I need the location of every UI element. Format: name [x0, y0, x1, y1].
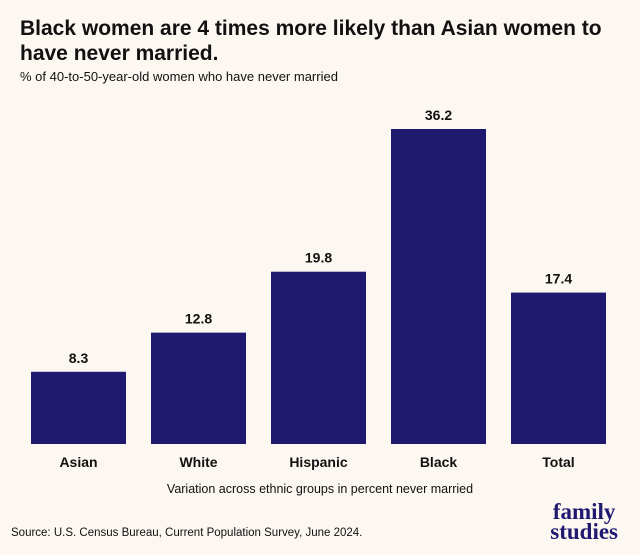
source-note: Source: U.S. Census Bureau, Current Popu… — [11, 527, 363, 539]
bar-hispanic — [271, 271, 366, 444]
logo-line-2: studies — [550, 519, 618, 544]
family-studies-logo: family studies — [550, 499, 618, 544]
bar-asian — [31, 371, 126, 444]
data-label-white: 12.8 — [185, 311, 212, 327]
data-label-black: 36.2 — [425, 107, 452, 123]
chart-title: Black women are 4 times more likely than… — [20, 17, 602, 65]
data-label-asian: 8.3 — [69, 350, 89, 366]
logo-line-1: family — [552, 499, 616, 524]
x-tick-white: White — [179, 454, 217, 470]
bar-total — [511, 292, 606, 444]
x-axis-label: Variation across ethnic groups in percen… — [167, 482, 473, 496]
bar-white — [151, 332, 246, 444]
chart-subtitle: % of 40-to-50-year-old women who have ne… — [20, 69, 338, 84]
data-label-total: 17.4 — [545, 271, 572, 287]
x-tick-hispanic: Hispanic — [289, 454, 348, 470]
bar-black — [391, 129, 486, 444]
data-label-hispanic: 19.8 — [305, 250, 332, 266]
x-tick-asian: Asian — [59, 454, 97, 470]
x-tick-black: Black — [420, 454, 458, 470]
bar-chart: 8.3 Asian 12.8 White 19.8 Hispanic 36.2 Black 17… — [31, 107, 606, 496]
x-tick-total: Total — [542, 454, 574, 470]
